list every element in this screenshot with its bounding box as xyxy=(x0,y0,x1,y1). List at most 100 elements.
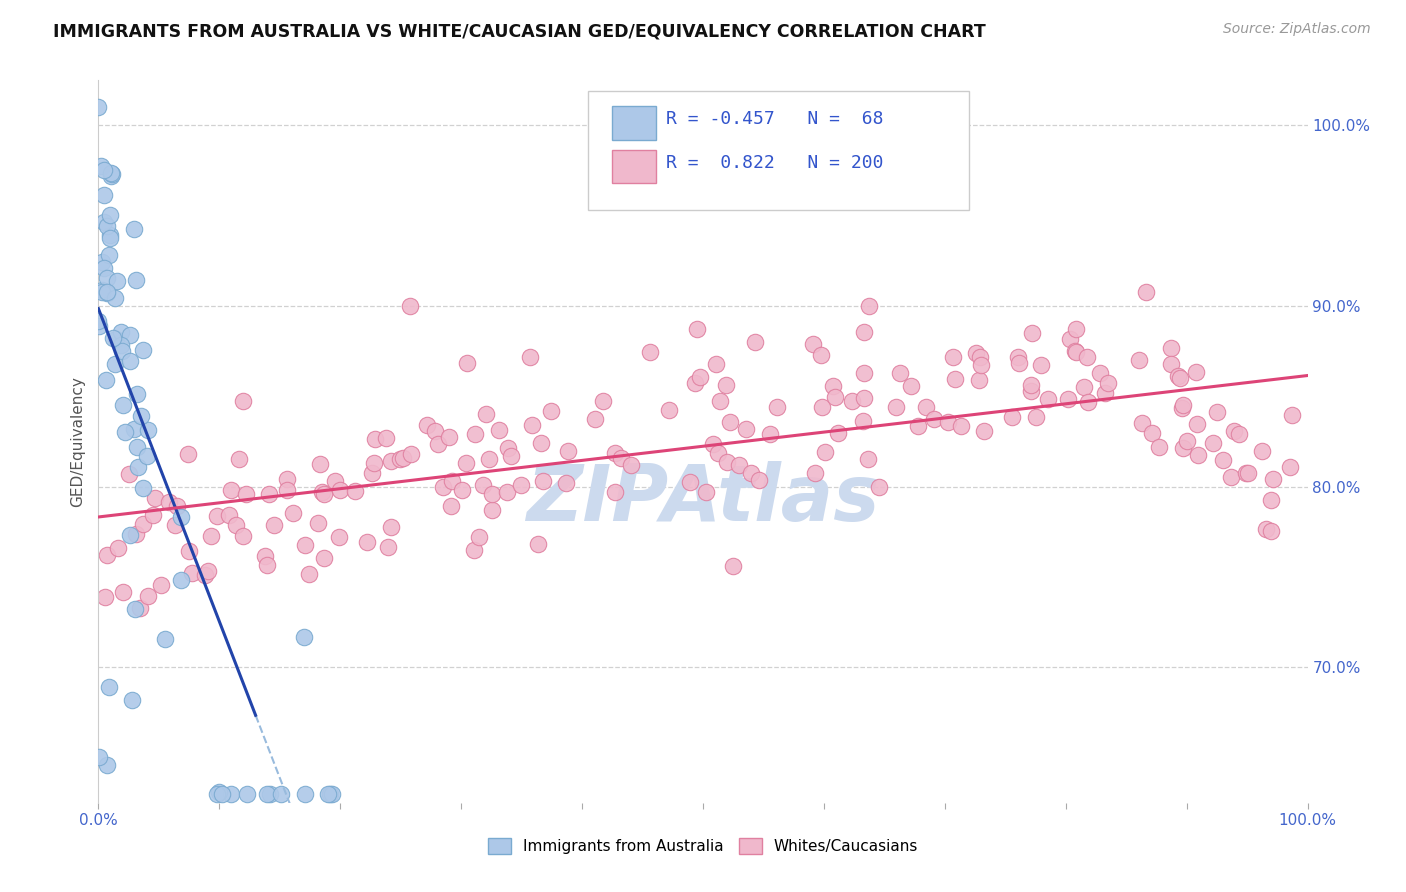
Point xyxy=(1007,351,1029,365)
Point xyxy=(432,480,454,494)
Point xyxy=(90,159,112,173)
Point xyxy=(165,518,187,533)
Text: R = -0.457   N =  68: R = -0.457 N = 68 xyxy=(665,110,883,128)
Point xyxy=(498,442,520,456)
FancyBboxPatch shape xyxy=(588,91,969,211)
Point xyxy=(401,447,423,461)
Point xyxy=(1234,466,1257,480)
Point xyxy=(129,601,152,615)
Point xyxy=(856,451,879,466)
Point xyxy=(427,437,450,451)
Point xyxy=(1263,472,1285,486)
Point xyxy=(197,564,219,578)
Point xyxy=(886,400,908,414)
Point xyxy=(103,357,125,371)
Point xyxy=(969,358,991,372)
Point xyxy=(136,589,159,603)
Point xyxy=(311,485,333,500)
Point xyxy=(1073,380,1095,394)
Point xyxy=(329,483,352,498)
Point xyxy=(1237,466,1260,480)
Point xyxy=(98,231,121,245)
Point xyxy=(319,787,342,801)
Point xyxy=(540,404,562,418)
Point xyxy=(1031,358,1053,372)
Point xyxy=(380,520,402,534)
Point xyxy=(104,332,127,346)
Point xyxy=(811,401,834,415)
Point xyxy=(969,350,991,364)
Point xyxy=(827,426,849,441)
Point xyxy=(125,527,148,541)
Point xyxy=(488,423,510,437)
Point xyxy=(392,451,415,466)
Point xyxy=(270,787,292,801)
Point xyxy=(509,478,531,492)
Point xyxy=(94,373,117,387)
Point xyxy=(853,325,876,339)
Point xyxy=(1251,444,1274,458)
Point xyxy=(620,458,643,472)
Point xyxy=(111,397,134,411)
Point xyxy=(96,758,118,772)
Point xyxy=(592,393,614,408)
Point xyxy=(451,483,474,497)
Point xyxy=(852,414,875,428)
Point xyxy=(555,475,578,490)
Point xyxy=(380,454,402,468)
Point xyxy=(225,518,247,533)
Point xyxy=(89,749,111,764)
Point xyxy=(1130,417,1153,431)
Point xyxy=(208,785,231,799)
Point xyxy=(93,162,115,177)
Point xyxy=(356,535,378,549)
Point xyxy=(658,403,681,417)
Point xyxy=(177,543,200,558)
Point xyxy=(853,367,876,381)
Point xyxy=(943,372,966,386)
Point xyxy=(721,558,744,573)
Point xyxy=(1057,392,1080,406)
Point xyxy=(363,456,385,470)
Point xyxy=(478,452,501,467)
Point xyxy=(1205,405,1227,419)
Text: ZIPAtlas: ZIPAtlas xyxy=(526,461,880,537)
Point xyxy=(110,325,132,339)
Point xyxy=(1185,365,1208,379)
Point xyxy=(740,466,762,480)
Point xyxy=(110,338,132,352)
Point xyxy=(118,467,141,481)
Point xyxy=(309,457,332,471)
Point xyxy=(520,417,543,432)
Point xyxy=(609,451,631,466)
Point xyxy=(219,787,242,801)
Point xyxy=(232,528,254,542)
Point xyxy=(1187,448,1209,462)
Point xyxy=(107,541,129,556)
Point xyxy=(136,423,159,437)
Point xyxy=(316,787,339,801)
Text: IMMIGRANTS FROM AUSTRALIA VS WHITE/CAUCASIAN GED/EQUIVALENCY CORRELATION CHART: IMMIGRANTS FROM AUSTRALIA VS WHITE/CAUCA… xyxy=(53,22,986,40)
Point xyxy=(1281,409,1303,423)
Point xyxy=(801,336,824,351)
Point xyxy=(294,787,316,801)
Point xyxy=(221,483,243,497)
Point xyxy=(170,574,193,588)
Point xyxy=(709,393,731,408)
Point xyxy=(821,378,844,392)
Point xyxy=(481,487,503,501)
Point xyxy=(87,100,110,114)
Point xyxy=(98,208,121,222)
Point xyxy=(283,506,305,520)
Point xyxy=(205,787,228,801)
Point xyxy=(949,419,972,434)
Point xyxy=(211,787,233,801)
Point xyxy=(735,422,758,436)
Point xyxy=(132,516,155,531)
Point xyxy=(253,549,276,563)
Point xyxy=(679,475,702,490)
Point xyxy=(124,421,146,435)
Point xyxy=(118,527,141,541)
Point xyxy=(205,508,228,523)
Point xyxy=(824,390,846,404)
